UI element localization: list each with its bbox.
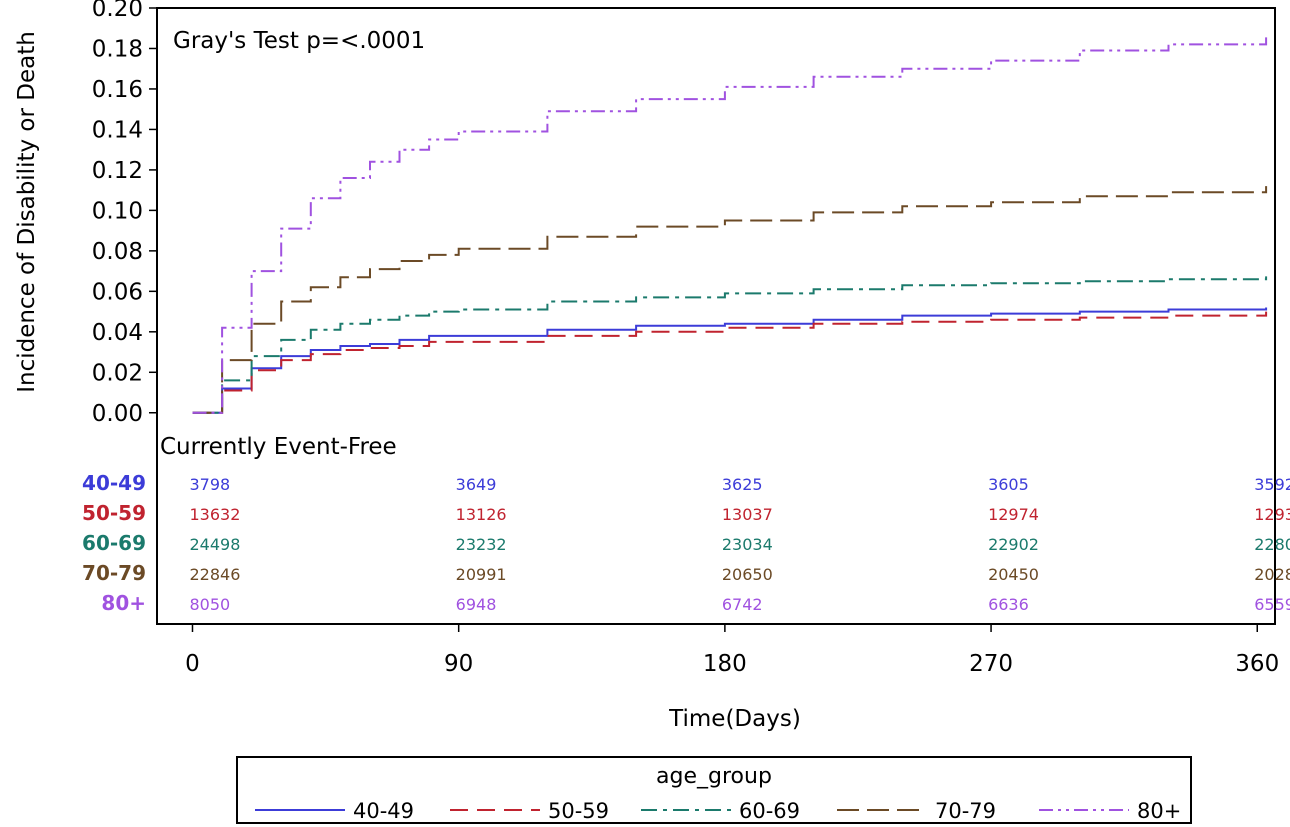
risk-row-label: 60-69 bbox=[82, 531, 146, 555]
curve-60-69 bbox=[192, 275, 1268, 414]
risk-count: 22902 bbox=[988, 535, 1039, 554]
risk-row-label: 80+ bbox=[101, 591, 146, 615]
y-tick-label: 0.08 bbox=[92, 239, 143, 265]
risk-count: 6948 bbox=[456, 595, 497, 614]
risk-count: 20650 bbox=[722, 565, 773, 584]
risk-row-label: 50-59 bbox=[82, 501, 146, 525]
legend-label-70-79: 70-79 bbox=[935, 799, 996, 823]
risk-count: 22808 bbox=[1254, 535, 1290, 554]
legend-box bbox=[236, 756, 1192, 824]
risk-row-label: 40-49 bbox=[82, 471, 146, 495]
curve-50-59 bbox=[192, 311, 1268, 414]
risk-count: 24498 bbox=[189, 535, 240, 554]
y-tick-label: 0.16 bbox=[92, 77, 143, 103]
risk-count: 3592 bbox=[1254, 475, 1290, 494]
y-axis-label: Incidence of Disability or Death bbox=[14, 31, 40, 393]
risk-count: 23034 bbox=[722, 535, 773, 554]
legend-title: age_group bbox=[656, 764, 772, 789]
legend-label-50-59: 50-59 bbox=[548, 799, 609, 823]
gray-test-annotation: Gray's Test p=<.0001 bbox=[173, 28, 425, 54]
plot-frame bbox=[156, 7, 1276, 625]
y-tick-label: 0.06 bbox=[92, 279, 143, 305]
risk-count: 20284 bbox=[1254, 565, 1290, 584]
risk-count: 23232 bbox=[456, 535, 507, 554]
risk-count: 6742 bbox=[722, 595, 763, 614]
risk-count: 3625 bbox=[722, 475, 763, 494]
risk-count: 6559 bbox=[1254, 595, 1290, 614]
risk-count: 13037 bbox=[722, 505, 773, 524]
curves bbox=[192, 36, 1268, 414]
y-tick-label: 0.00 bbox=[92, 401, 143, 427]
risk-count: 13126 bbox=[456, 505, 507, 524]
x-tick-label: 0 bbox=[185, 651, 200, 677]
legend-label-40-49: 40-49 bbox=[353, 799, 414, 823]
risk-count: 6636 bbox=[988, 595, 1029, 614]
curve-40-49 bbox=[192, 307, 1268, 414]
risk-table-title: Currently Event-Free bbox=[160, 434, 397, 460]
y-axis: 0.00 0.02 0.04 0.06 0.08 0.10 0.12 0.14 0.16 0.18… bbox=[92, 0, 157, 427]
x-axis: 0 90 180 270 360 bbox=[185, 624, 1279, 677]
y-tick-label: 0.12 bbox=[92, 158, 143, 184]
risk-count: 22846 bbox=[189, 565, 240, 584]
legend-label-80+: 80+ bbox=[1137, 799, 1181, 823]
x-tick-label: 270 bbox=[969, 651, 1013, 677]
y-tick-label: 0.02 bbox=[92, 360, 143, 386]
y-tick-label: 0.10 bbox=[92, 198, 143, 224]
risk-count: 8050 bbox=[189, 595, 230, 614]
risk-count: 20450 bbox=[988, 565, 1039, 584]
curve-70-79 bbox=[192, 186, 1268, 414]
y-tick-label: 0.14 bbox=[92, 117, 143, 143]
x-tick-label: 360 bbox=[1235, 651, 1279, 677]
risk-table: 40-49 3798 3649 3625 3605 3592 50-59 13632 13126… bbox=[82, 471, 1290, 615]
y-tick-label: 0.04 bbox=[92, 320, 143, 346]
x-axis-label: Time(Days) bbox=[668, 706, 801, 732]
x-tick-label: 180 bbox=[703, 651, 747, 677]
risk-count: 3605 bbox=[988, 475, 1029, 494]
legend: age_group 40-49 50-59 60-69 70-79 80+ bbox=[236, 756, 1192, 824]
x-tick-label: 90 bbox=[444, 651, 473, 677]
legend-label-60-69: 60-69 bbox=[739, 799, 800, 823]
y-tick-label: 0.20 bbox=[92, 0, 143, 22]
risk-count: 13632 bbox=[189, 505, 240, 524]
curve-80+ bbox=[192, 36, 1268, 414]
y-tick-label: 0.18 bbox=[92, 36, 143, 62]
risk-count: 3649 bbox=[456, 475, 497, 494]
legend-items: 40-49 50-59 60-69 70-79 80+ bbox=[255, 799, 1181, 823]
risk-count: 12974 bbox=[988, 505, 1039, 524]
risk-count: 12935 bbox=[1254, 505, 1290, 524]
risk-count: 20991 bbox=[456, 565, 507, 584]
risk-row-label: 70-79 bbox=[82, 561, 146, 585]
risk-count: 3798 bbox=[189, 475, 230, 494]
